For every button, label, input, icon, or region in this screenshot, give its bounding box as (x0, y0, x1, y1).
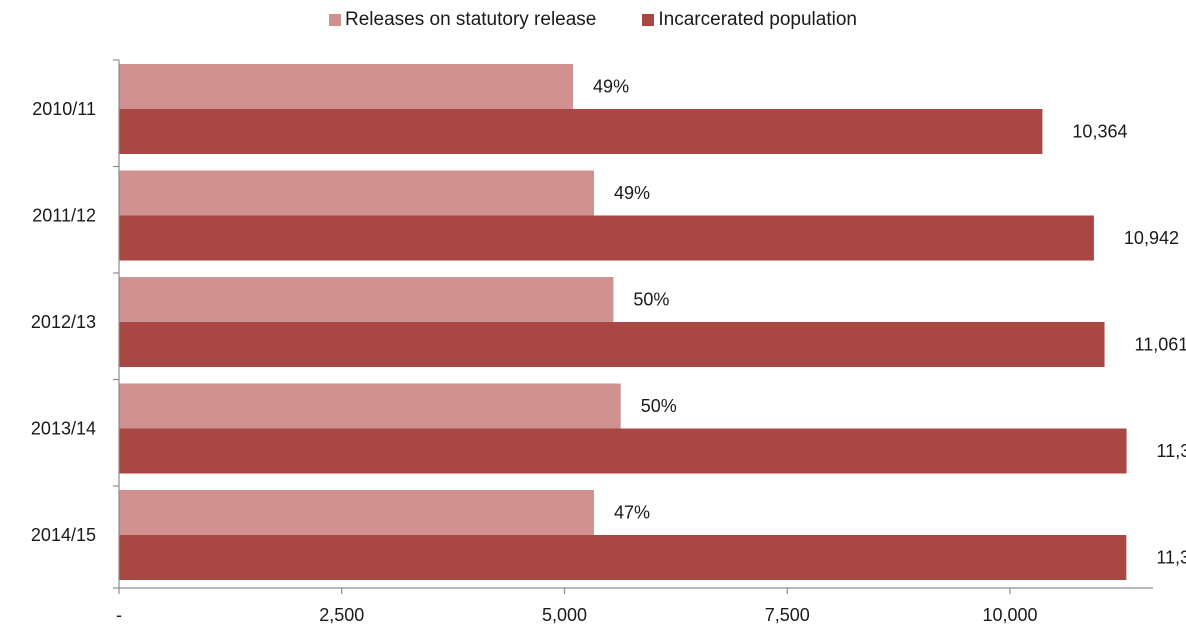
bar-releases-1 (119, 170, 594, 216)
legend-swatch-incarcerated (642, 14, 655, 26)
category-label-3: 2013/14 (31, 419, 96, 439)
legend: Releases on statutory release Incarcerat… (0, 9, 1186, 31)
bar-incarcerated-3 (119, 428, 1127, 474)
bar-releases-3 (119, 383, 621, 429)
data-label-incarcerated-1: 10,942 (1124, 228, 1179, 248)
legend-swatch-releases (329, 14, 342, 26)
x-tick-label-4: 10,000 (982, 605, 1037, 625)
x-tick-label-0: - (116, 605, 122, 625)
bar-incarcerated-4 (119, 535, 1127, 580)
data-label-releases-3: 50% (641, 396, 677, 416)
legend-item-incarcerated: Incarcerated population (642, 9, 857, 31)
data-label-incarcerated-2: 11,061 (1135, 335, 1186, 355)
legend-label-incarcerated: Incarcerated population (658, 9, 857, 30)
bar-releases-4 (119, 490, 594, 535)
bar-incarcerated-1 (119, 215, 1094, 261)
data-label-incarcerated-0: 10,364 (1072, 122, 1127, 142)
legend-item-releases: Releases on statutory release (329, 9, 596, 31)
bar-releases-2 (119, 277, 614, 322)
data-label-releases-2: 50% (633, 290, 669, 310)
x-tick-label-3: 7,500 (765, 605, 810, 625)
data-label-incarcerated-4: 11,306 (1156, 548, 1186, 568)
data-label-releases-1: 49% (614, 183, 650, 203)
data-label-releases-4: 47% (614, 503, 650, 523)
bar-incarcerated-2 (119, 322, 1105, 367)
x-tick-label-2: 5,000 (542, 605, 587, 625)
category-label-2: 2012/13 (31, 312, 96, 332)
category-label-1: 2011/12 (32, 206, 96, 226)
data-label-incarcerated-3: 11,308 (1157, 441, 1186, 461)
legend-label-releases: Releases on statutory release (345, 9, 597, 30)
category-label-4: 2014/15 (31, 525, 96, 545)
data-label-releases-0: 49% (593, 77, 629, 97)
bar-incarcerated-0 (119, 109, 1043, 154)
x-tick-label-1: 2,500 (319, 605, 364, 625)
bar-releases-0 (119, 64, 574, 109)
category-label-0: 2010/11 (32, 99, 96, 119)
